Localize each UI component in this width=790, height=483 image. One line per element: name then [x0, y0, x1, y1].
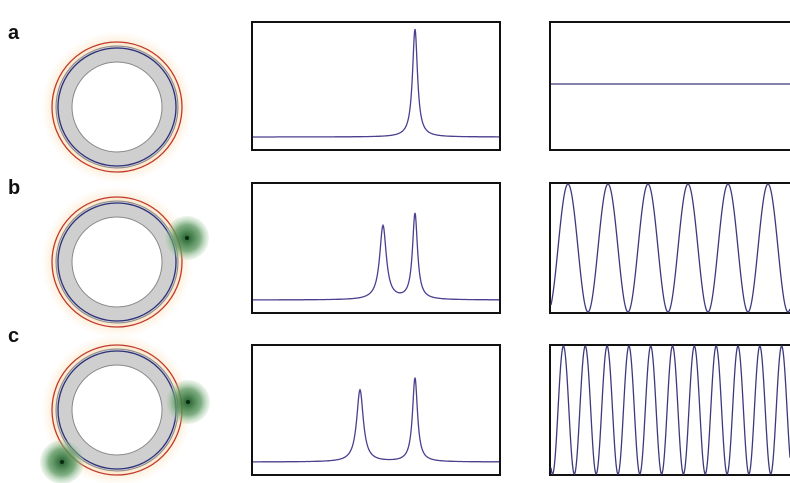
trace-frame — [550, 22, 790, 150]
scatterer-core — [186, 400, 190, 404]
panel-label: b — [8, 177, 20, 199]
ring-edge — [72, 62, 162, 152]
ring-edge — [72, 365, 162, 455]
panel-label: c — [8, 325, 19, 347]
spectrum-frame — [252, 345, 500, 475]
trace-frame — [550, 183, 790, 313]
trace-curve — [551, 184, 790, 312]
spectrum-curve — [253, 213, 499, 300]
scatterer-core — [185, 236, 189, 240]
scatterer-core — [60, 460, 64, 464]
spectrum-frame — [252, 183, 500, 313]
ring-edge — [72, 217, 162, 307]
figure: a b c — [0, 0, 790, 483]
panel-label: a — [8, 22, 20, 44]
spectrum-curve — [253, 29, 499, 137]
spectrum-curve — [253, 378, 499, 462]
trace-curve — [551, 346, 790, 474]
spectrum-frame — [252, 22, 500, 150]
